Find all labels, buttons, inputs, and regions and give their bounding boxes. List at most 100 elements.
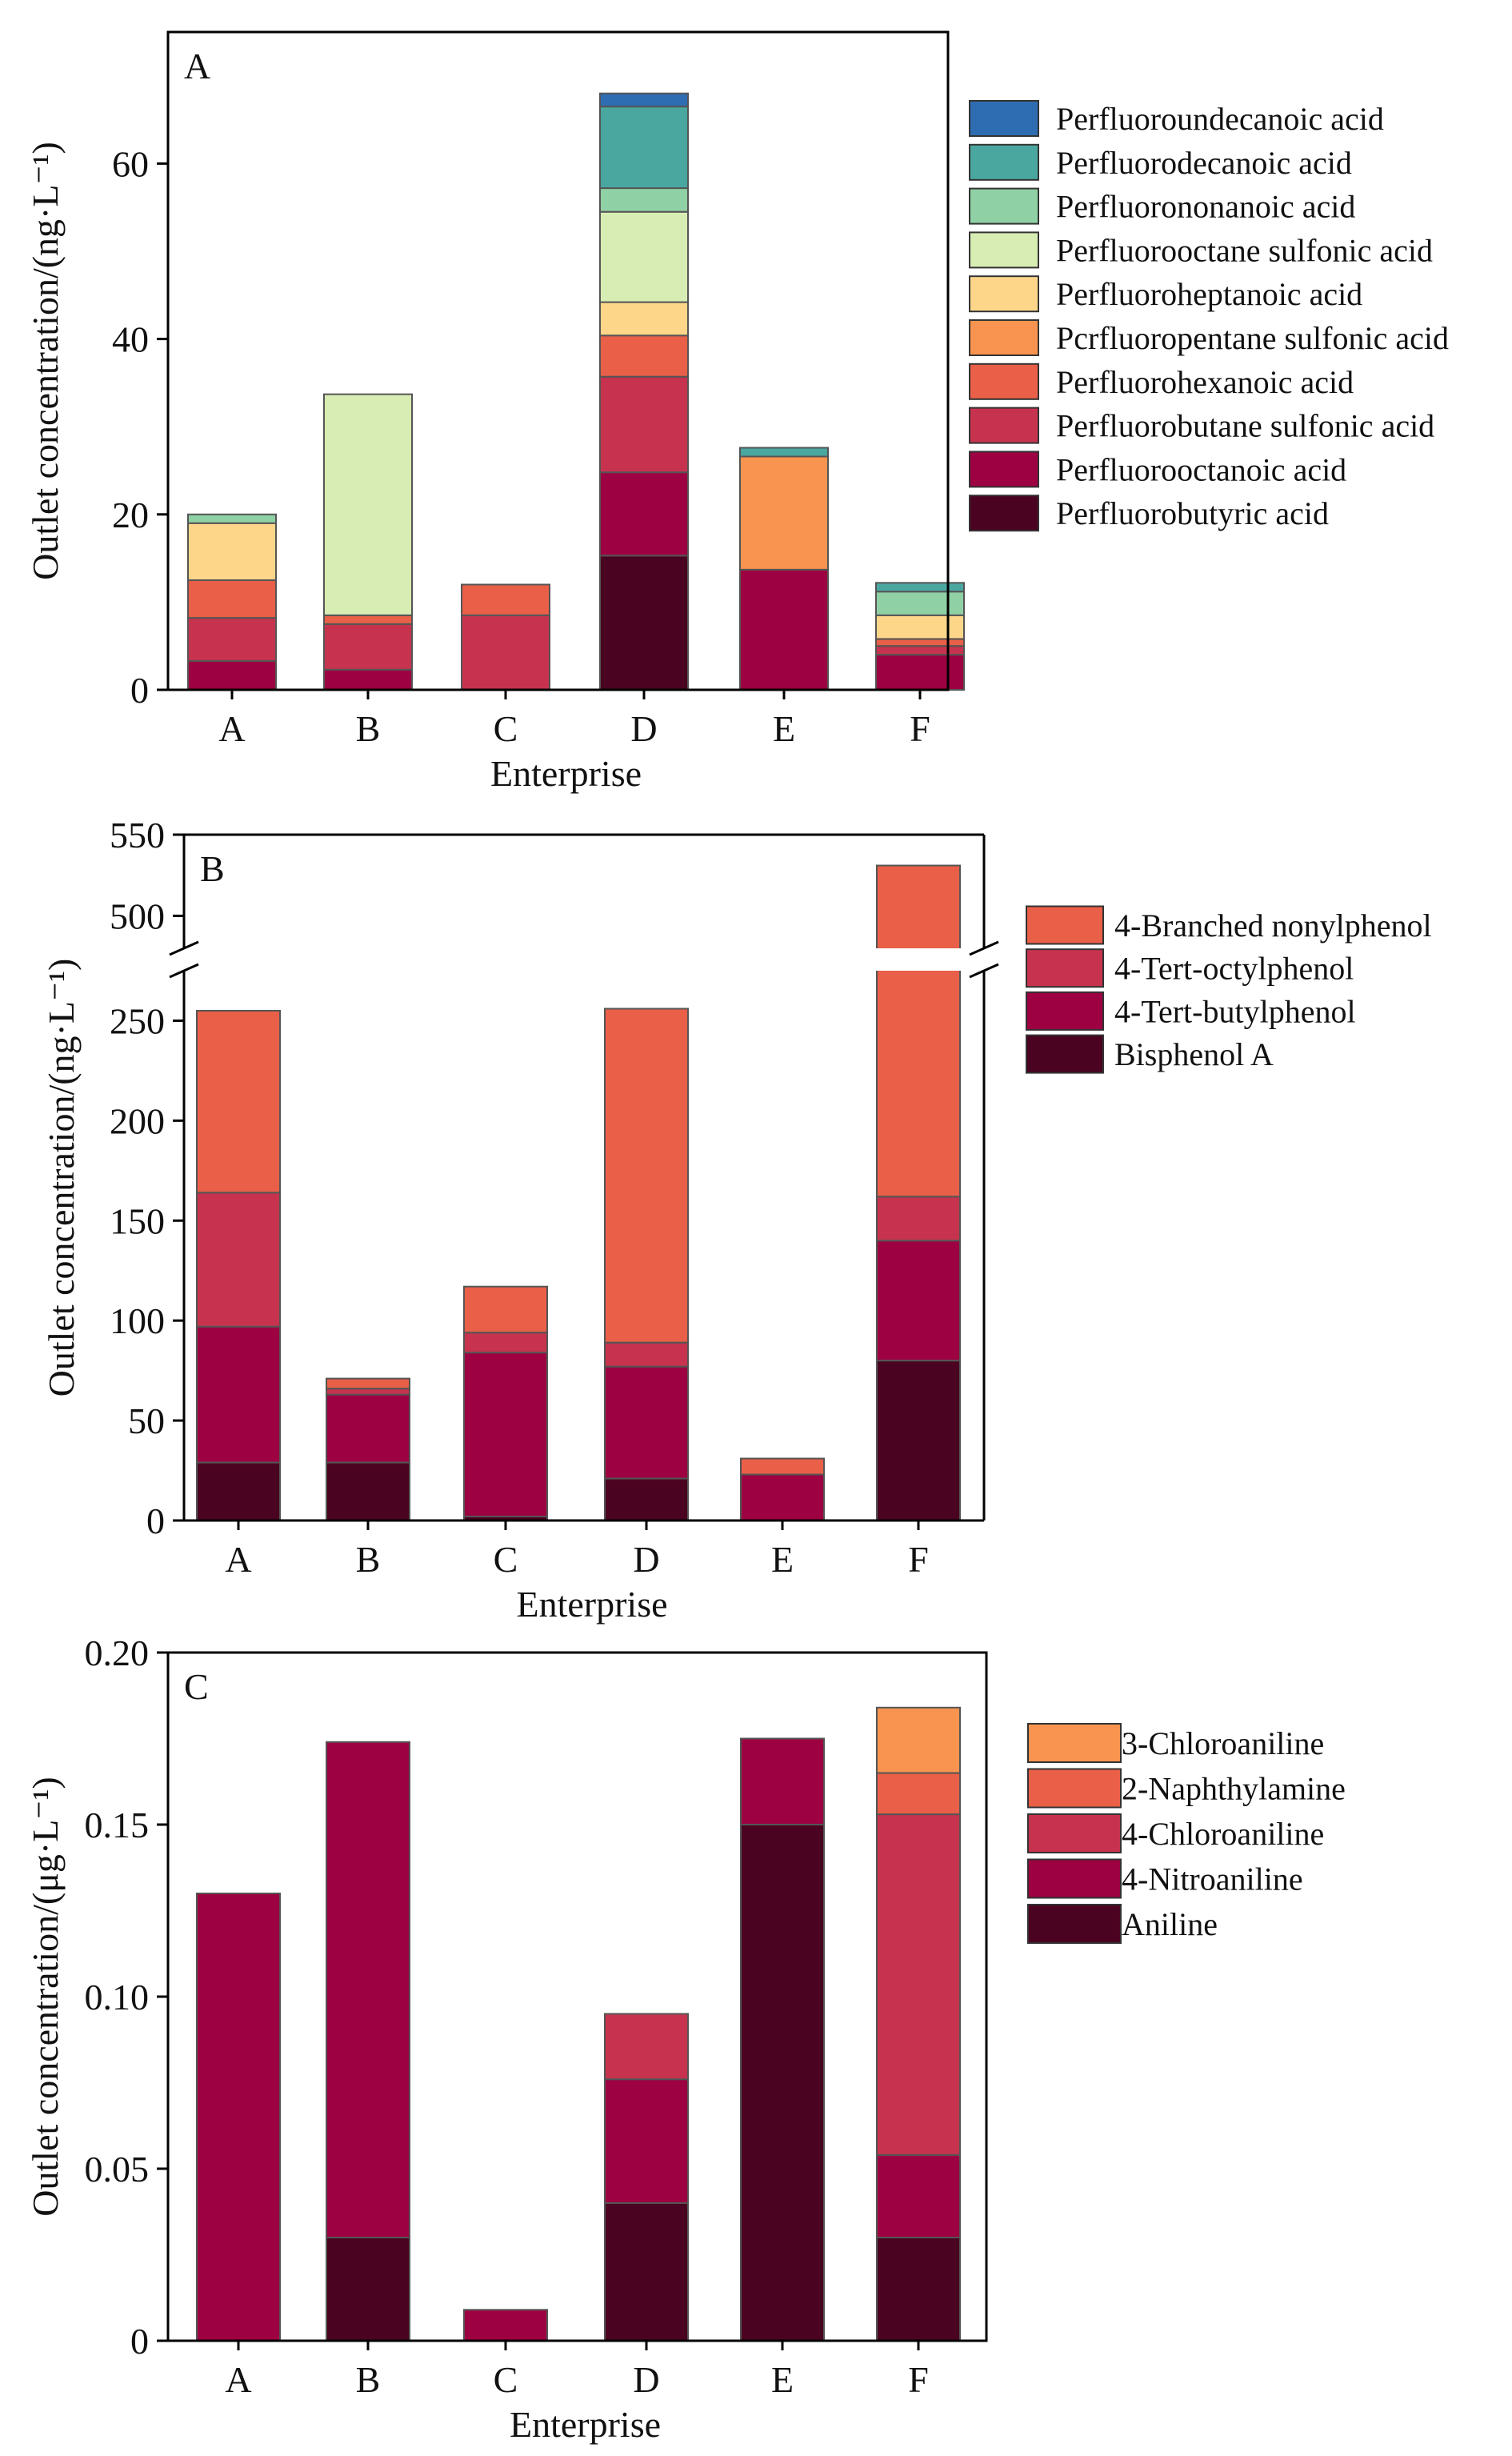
bar-a-a-3 [187,579,277,619]
bar-c-d-1 [604,2078,689,2204]
legend-swatch [1026,948,1104,988]
legend-swatch [969,363,1039,400]
bar-c-f-1 [876,2154,961,2239]
x-tick-label: D [633,1539,659,1580]
y-tick-label: 50 [128,1400,165,1441]
legend-label: Perfluorohexanoic acid [1056,364,1354,400]
legend-swatch [969,187,1039,225]
panel-a: A B C D E F Enterprise Outlet concentration/(ng… [25,30,1449,794]
legend-label: Perfluoroheptanoic acid [1056,276,1362,312]
bar-b-e-3 [740,1457,825,1476]
bar-a-d-1 [599,471,689,557]
bar-c-f-0 [876,2237,961,2342]
y-tick-label: 0.15 [85,1805,150,1845]
bar-b-f-2 [876,1196,961,1242]
y-tick-label: 500 [110,895,165,936]
bar-b-d-0 [604,1477,689,1522]
y-axis-title: Outlet concentration/(ng·L⁻¹) [41,959,82,1397]
x-axis-title: Enterprise [510,2404,661,2445]
bar-a-f-2 [875,645,965,656]
x-tick-label: C [494,1539,518,1580]
bar-a-d-3 [599,335,689,378]
x-tick-label: B [356,708,381,749]
bar-b-a-3 [196,1009,281,1194]
bar-a-f-3 [875,638,965,647]
legend-label: Perfluorooctane sulfonic acid [1056,232,1433,268]
bar-c-f-3 [876,1772,961,1816]
bar-a-b-6 [323,393,413,616]
bar-a-a-7 [187,513,277,524]
bar-a-d-6 [599,210,689,303]
legend-swatch [1027,1904,1122,1944]
x-tick-label: D [630,708,657,749]
bar-b-a-1 [196,1325,281,1464]
legend-swatch [969,100,1039,137]
y-tick-label: 550 [110,815,165,855]
bar-b-b-0 [326,1461,410,1522]
y-axis-title: Outlet concentration/(ng·L⁻¹) [25,142,66,580]
bar-a-b-1 [323,668,413,691]
bar-a-b-3 [323,614,413,625]
bar-a-b-2 [323,623,413,671]
bar-b-f-1 [876,1240,961,1362]
x-tick-label: E [771,1539,794,1580]
legend-label: Bisphenol A [1114,1036,1274,1072]
bar-a-a-2 [187,617,277,662]
x-tick-label: A [218,708,245,749]
bar-c-a-1 [196,1893,281,2342]
bar-b-f-0 [876,1360,961,1522]
legend-label: 4-Nitroaniline [1122,1861,1303,1897]
bar-b-c-3 [463,1285,548,1334]
legend-swatch [969,319,1039,356]
y-tick-label: 150 [110,1200,165,1241]
bar-a-f-1 [875,654,965,691]
legend-label: 2-Naphthylamine [1122,1771,1346,1807]
x-tick-label: C [494,708,518,749]
y-axis-title: Outlet concentration/(μg·L⁻¹) [25,1777,66,2216]
legend-label: 4-Tert-butylphenol [1114,993,1356,1029]
legend-swatch [969,143,1039,181]
legend-swatch [1027,1723,1122,1763]
x-tick-label: F [908,1539,929,1580]
bar-c-b-1 [326,1741,410,2239]
bar-a-e-1 [739,568,829,691]
x-tick-label: A [225,2359,251,2400]
axis-break-mark [169,940,199,956]
bar-a-a-1 [187,659,277,691]
bar-b-c-1 [463,1352,548,1518]
bar-a-d-5 [599,301,689,337]
bar-c-b-0 [326,2237,410,2342]
legend-label: 4-Chloroaniline [1122,1816,1324,1852]
bar-b-d-3 [604,1008,689,1344]
bar-a-f-5 [875,614,965,640]
x-tick-label: F [910,708,930,749]
bar-a-f-7 [875,591,965,616]
bar-a-d-2 [599,375,689,474]
bar-a-e-4 [739,455,829,571]
legend-swatch [969,231,1039,269]
panel-label: A [184,46,210,86]
legend-swatch [1027,1768,1122,1809]
axis-break-mark [969,963,999,979]
bar-c-e-1 [740,1737,825,1825]
bar-c-d-0 [604,2202,689,2342]
x-tick-label: E [771,2359,794,2400]
legend-label: Perfluorobutane sulfonic acid [1056,408,1434,444]
bar-c-d-2 [604,2013,689,2081]
panel-c: A B C D E F Enterprise Outlet concentration/(μg… [25,1633,1346,2445]
y-tick-label: 60 [112,143,149,184]
legend-label: Perfluorononanoic acid [1056,189,1355,225]
panel-label: C [184,1666,209,1707]
legend-swatch [969,275,1039,313]
bar-a-d-7 [599,187,689,213]
x-tick-label: C [494,2359,518,2400]
y-tick-label: 200 [110,1100,165,1141]
bar-c-f-2 [876,1813,961,2156]
legend-swatch [1026,905,1104,945]
plot-frame [166,1651,988,2342]
x-tick-label: B [356,2359,381,2400]
legend-swatch [1027,1858,1122,1899]
x-axis-title: Enterprise [516,1584,667,1625]
y-tick-label: 0 [146,1500,165,1541]
bar-a-a-5 [187,522,277,582]
